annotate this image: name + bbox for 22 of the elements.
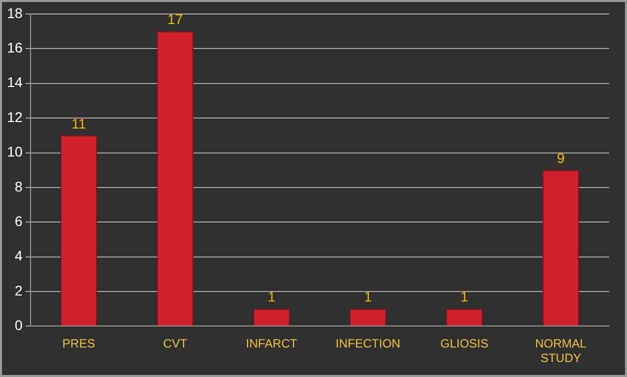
data-label: 1 [364,288,372,305]
x-tick-label: INFARCT [246,336,298,351]
y-tick-label: 18 [6,4,23,21]
y-tick-label: 6 [14,212,23,229]
y-tick-label: 0 [14,317,23,334]
y-tick-label: 16 [6,40,23,56]
y-tick-label: 10 [6,144,23,160]
data-label: 1 [268,288,276,305]
x-tick-label: PRES [62,336,96,351]
x-tick-label: INFECTION [336,336,400,351]
x-tick-label: CVT [163,336,188,351]
data-label: 1 [460,288,468,305]
data-label: 9 [556,150,565,166]
y-tick-label: 12 [6,108,23,125]
y-tick-label: 4 [14,248,23,264]
x-tick-label: NORMAL STUDY [535,336,587,366]
data-label: 11 [72,115,86,132]
data-label: 17 [167,11,184,28]
y-tick-label: 8 [14,178,23,194]
y-tick-label: 14 [6,74,23,90]
x-tick-label: GLIOSIS [440,336,488,351]
y-tick-label: 2 [14,282,23,298]
